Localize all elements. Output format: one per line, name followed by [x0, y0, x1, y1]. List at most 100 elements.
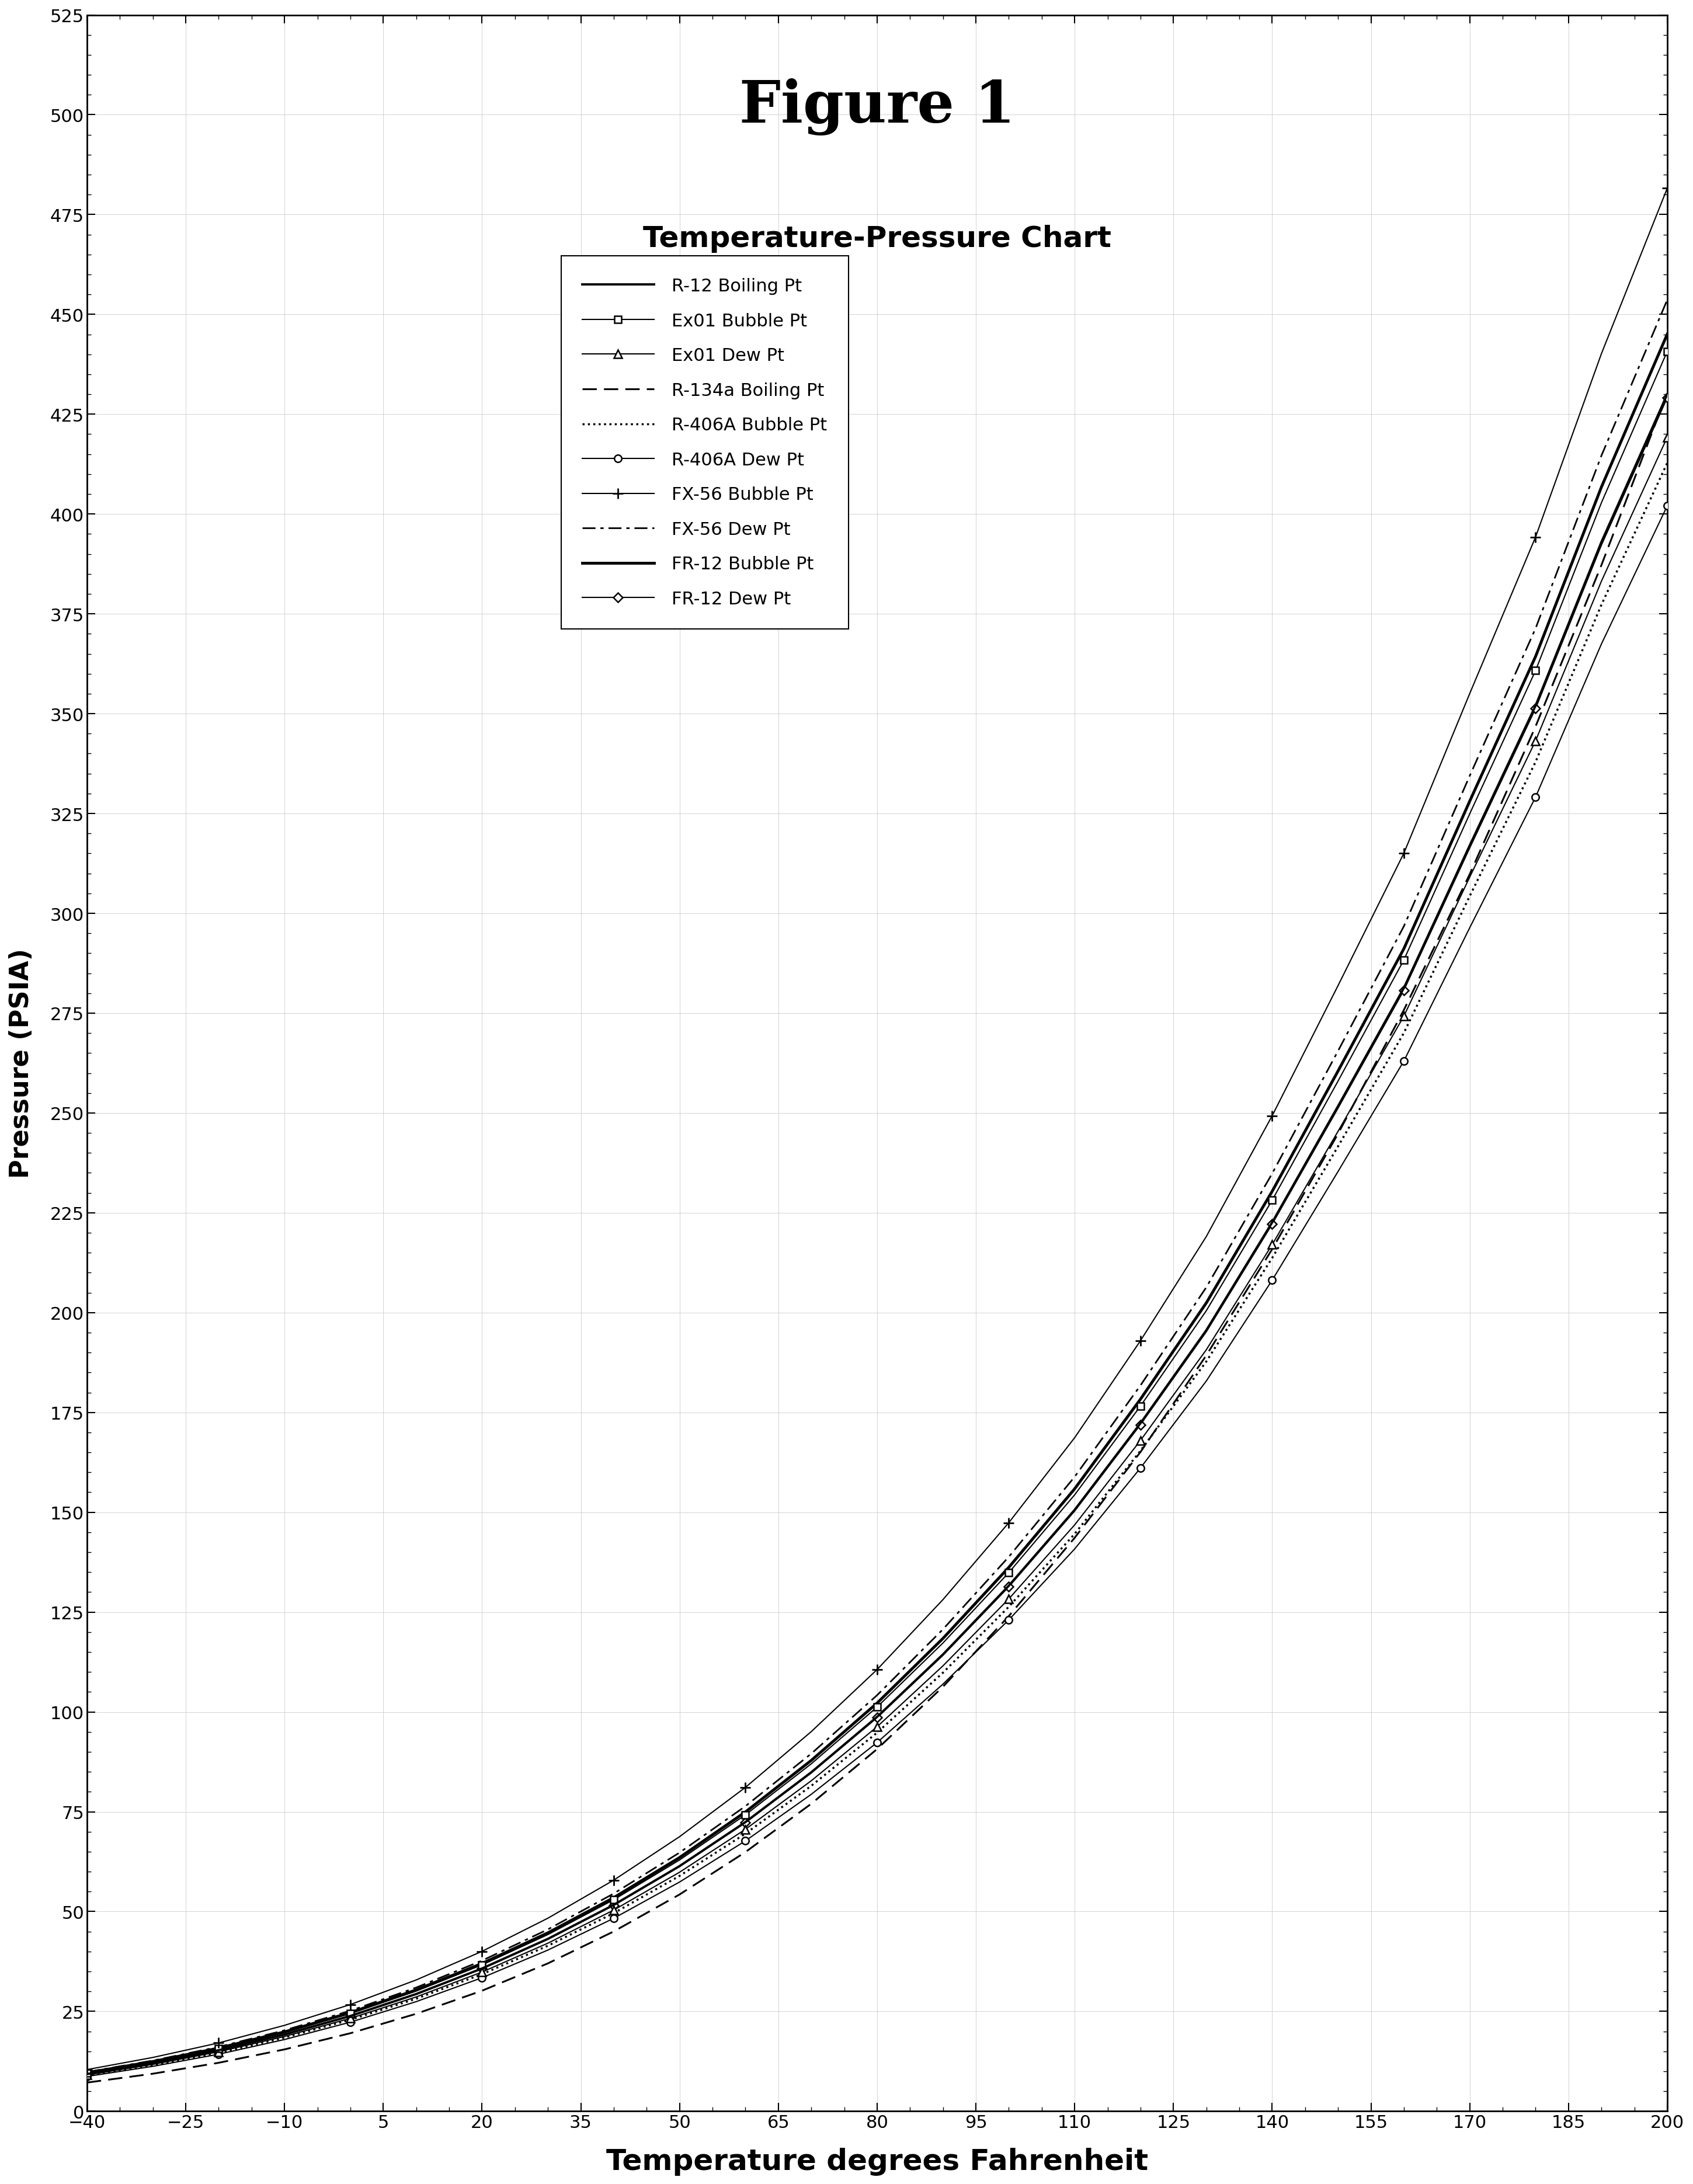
R-406A Bubble Pt: [735, 1821, 755, 1848]
Ex01 Dew Pt: [735, 1817, 755, 1843]
R-134a Boiling Pt: [1065, 1524, 1085, 1551]
R-406A Bubble Pt: [999, 1594, 1019, 1621]
Ex01 Bubble Pt: [999, 1559, 1019, 1586]
FX-56 Dew Pt: [1131, 1372, 1151, 1398]
Line: R-406A Bubble Pt: R-406A Bubble Pt: [86, 463, 1668, 2075]
R-12 Boiling Pt: [274, 2022, 295, 2049]
Ex01 Bubble Pt: [142, 2049, 163, 2075]
R-406A Dew Pt: [999, 1607, 1019, 1634]
FR-12 Bubble Pt: [1261, 1179, 1282, 1206]
FR-12 Bubble Pt: [1591, 474, 1612, 500]
FR-12 Bubble Pt: [76, 2060, 97, 2086]
FR-12 Dew Pt: [142, 2051, 163, 2077]
R-406A Bubble Pt: [867, 1719, 887, 1745]
FX-56 Bubble Pt: [1657, 175, 1678, 201]
R-406A Dew Pt: [1657, 494, 1678, 520]
Ex01 Dew Pt: [1065, 1511, 1085, 1538]
Ex01 Dew Pt: [1459, 865, 1480, 891]
R-134a Boiling Pt: [142, 2062, 163, 2088]
R-406A Bubble Pt: [538, 1933, 559, 1959]
Ex01 Dew Pt: [406, 1983, 427, 2009]
R-406A Dew Pt: [933, 1671, 953, 1697]
Ex01 Bubble Pt: [801, 1752, 821, 1778]
Ex01 Bubble Pt: [406, 1979, 427, 2005]
R-406A Bubble Pt: [472, 1961, 493, 1987]
FX-56 Dew Pt: [1525, 616, 1546, 642]
Ex01 Bubble Pt: [735, 1802, 755, 1828]
FX-56 Bubble Pt: [1197, 1223, 1217, 1249]
R-406A Dew Pt: [1131, 1455, 1151, 1481]
Ex01 Bubble Pt: [1197, 1297, 1217, 1324]
FR-12 Bubble Pt: [867, 1690, 887, 1717]
R-134a Boiling Pt: [1131, 1439, 1151, 1465]
Ex01 Dew Pt: [142, 2051, 163, 2077]
Ex01 Dew Pt: [801, 1767, 821, 1793]
R-406A Bubble Pt: [340, 2007, 361, 2033]
R-406A Bubble Pt: [1261, 1245, 1282, 1271]
R-12 Boiling Pt: [208, 2038, 229, 2064]
FX-56 Bubble Pt: [801, 1719, 821, 1745]
R-406A Dew Pt: [1393, 1048, 1414, 1075]
Ex01 Bubble Pt: [933, 1629, 953, 1655]
FX-56 Dew Pt: [604, 1880, 625, 1907]
FX-56 Dew Pt: [1197, 1275, 1217, 1302]
FR-12 Dew Pt: [1459, 834, 1480, 860]
R-134a Boiling Pt: [735, 1839, 755, 1865]
R-406A Dew Pt: [1261, 1267, 1282, 1293]
FX-56 Bubble Pt: [142, 2044, 163, 2070]
R-406A Bubble Pt: [1197, 1348, 1217, 1374]
Legend: R-12 Boiling Pt, Ex01 Bubble Pt, Ex01 Dew Pt, R-134a Boiling Pt, R-406A Bubble P: R-12 Boiling Pt, Ex01 Bubble Pt, Ex01 De…: [560, 256, 848, 629]
FR-12 Dew Pt: [274, 2022, 295, 2049]
R-134a Boiling Pt: [1525, 714, 1546, 740]
FR-12 Bubble Pt: [1459, 788, 1480, 815]
R-12 Boiling Pt: [1261, 1210, 1282, 1236]
FX-56 Dew Pt: [1393, 913, 1414, 939]
R-12 Boiling Pt: [1065, 1496, 1085, 1522]
Ex01 Dew Pt: [472, 1959, 493, 1985]
Ex01 Bubble Pt: [538, 1922, 559, 1948]
R-12 Boiling Pt: [867, 1704, 887, 1730]
R-12 Boiling Pt: [76, 2062, 97, 2088]
Ex01 Bubble Pt: [669, 1848, 689, 1874]
Ex01 Bubble Pt: [1131, 1393, 1151, 1420]
Line: R-12 Boiling Pt: R-12 Boiling Pt: [86, 395, 1668, 2075]
FR-12 Dew Pt: [472, 1955, 493, 1981]
FX-56 Bubble Pt: [472, 1937, 493, 1963]
FR-12 Bubble Pt: [1327, 1059, 1348, 1085]
FR-12 Dew Pt: [1591, 533, 1612, 559]
R-12 Boiling Pt: [1591, 529, 1612, 555]
FR-12 Dew Pt: [1525, 697, 1546, 723]
FR-12 Bubble Pt: [1131, 1387, 1151, 1413]
FX-56 Bubble Pt: [1459, 681, 1480, 708]
R-134a Boiling Pt: [999, 1603, 1019, 1629]
R-134a Boiling Pt: [472, 1979, 493, 2005]
FR-12 Bubble Pt: [340, 2001, 361, 2027]
R-134a Boiling Pt: [340, 2020, 361, 2046]
Ex01 Bubble Pt: [274, 2020, 295, 2046]
FX-56 Dew Pt: [472, 1948, 493, 1974]
FX-56 Dew Pt: [1459, 762, 1480, 788]
FX-56 Bubble Pt: [274, 2011, 295, 2038]
Ex01 Bubble Pt: [340, 2001, 361, 2027]
FX-56 Dew Pt: [1657, 286, 1678, 312]
R-406A Dew Pt: [669, 1870, 689, 1896]
Ex01 Bubble Pt: [867, 1695, 887, 1721]
FR-12 Dew Pt: [208, 2038, 229, 2064]
Line: Ex01 Dew Pt: Ex01 Dew Pt: [83, 435, 1671, 2079]
R-12 Boiling Pt: [604, 1891, 625, 1918]
R-406A Dew Pt: [538, 1937, 559, 1963]
FX-56 Bubble Pt: [1393, 841, 1414, 867]
R-406A Dew Pt: [735, 1828, 755, 1854]
Ex01 Dew Pt: [1261, 1232, 1282, 1258]
FR-12 Bubble Pt: [735, 1800, 755, 1826]
R-406A Dew Pt: [801, 1782, 821, 1808]
R-134a Boiling Pt: [1591, 553, 1612, 579]
R-12 Boiling Pt: [142, 2051, 163, 2077]
R-12 Boiling Pt: [472, 1955, 493, 1981]
FR-12 Bubble Pt: [406, 1977, 427, 2003]
Ex01 Dew Pt: [1327, 1118, 1348, 1144]
R-406A Dew Pt: [1197, 1367, 1217, 1393]
FX-56 Dew Pt: [933, 1616, 953, 1642]
FR-12 Bubble Pt: [604, 1885, 625, 1911]
R-12 Boiling Pt: [1525, 692, 1546, 719]
